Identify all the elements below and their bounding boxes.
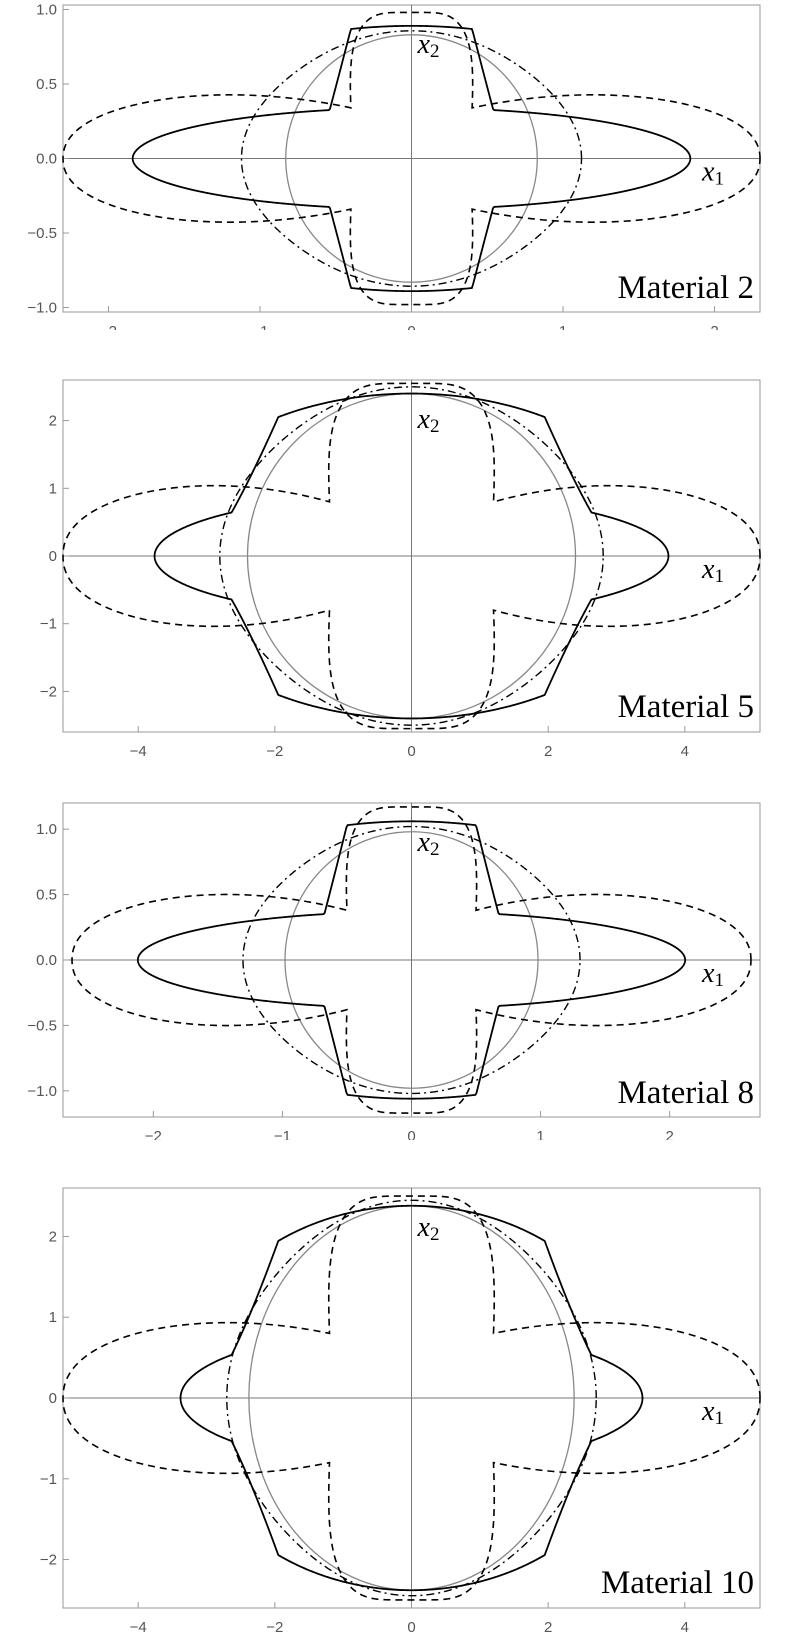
y-tick-label: 0.0: [36, 151, 57, 168]
x-tick-label: 4: [681, 743, 689, 760]
series-dashdot-curve: [226, 1199, 597, 1597]
y-tick-label: 0.5: [36, 887, 57, 904]
chart-panel-material-2: −2 −1 0 1 2 −1.0 −0.5 0.0 0.5 1.0 x1 x2 Material 2: [0, 0, 794, 330]
x-tick-label: 1: [536, 1128, 544, 1140]
x-axis-label-subscript: 1: [714, 566, 724, 587]
x-tick-label: 0: [407, 743, 415, 760]
x-tick-label: 2: [710, 323, 718, 330]
y-tick-label: −1: [40, 616, 57, 633]
chart-svg: −2 −1 0 1 2 −1.0 −0.5 0.0 0.5 1.0 x1 x2 Material 8: [27, 802, 761, 1140]
y-axis-label-subscript: 2: [430, 839, 440, 860]
panel-title: Material 10: [601, 1565, 754, 1601]
y-axis-label-subscript: 2: [430, 1224, 440, 1245]
series-gray-circle: [285, 34, 538, 283]
x-tick-label: −2: [100, 323, 117, 330]
x-axis-label: x1: [701, 958, 724, 991]
y-tick-label: 1.0: [36, 821, 57, 838]
y-tick-label: 1: [49, 1309, 57, 1326]
y-tick-label: −0.5: [27, 1017, 57, 1034]
series-dashdot-curve: [242, 825, 581, 1095]
series-gray-circle: [284, 831, 539, 1089]
series-solid-curve: [131, 24, 692, 293]
series-dashed-curve: [62, 11, 761, 306]
x-tick-label: −2: [266, 743, 283, 760]
x-tick-label: 2: [544, 743, 552, 760]
chart-svg: −4 −2 0 2 4 −2 −1 0 1 2 x1 x2 Material 10: [40, 1187, 761, 1633]
y-tick-label: −2: [40, 1552, 57, 1569]
x-tick-label: −4: [130, 1619, 147, 1633]
y-axis-label-subscript: 2: [430, 416, 440, 437]
panel-title: Material 2: [617, 270, 754, 306]
series-solid-curve: [153, 392, 670, 720]
series-dashdot-curve: [219, 386, 604, 726]
x-axis-label-subscript: 1: [714, 970, 724, 991]
series-dashed-curve: [71, 806, 752, 1114]
series-solid-curve: [136, 820, 687, 1100]
y-axis-label: x2: [417, 827, 440, 860]
x-tick-label: 1: [559, 323, 567, 330]
y-tick-label: −0.5: [27, 225, 57, 242]
series-dashdot-curve: [240, 30, 583, 287]
x-axis-label-subscript: 1: [714, 1408, 724, 1429]
y-axis-label-subscript: 2: [430, 41, 440, 62]
x-tick-label: 2: [665, 1128, 673, 1140]
x-tick-label: −2: [145, 1128, 162, 1140]
y-axis-label: x2: [417, 404, 440, 437]
y-tick-label: 1: [49, 480, 57, 497]
series-dashed-curve: [62, 382, 761, 730]
series-dashed-curve: [62, 1195, 761, 1601]
y-tick-label: −1.0: [27, 1083, 57, 1100]
y-tick-label: 2: [49, 1228, 57, 1245]
chart-svg: −4 −2 0 2 4 −2 −1 0 1 2 x1 x2 Material 5: [40, 379, 761, 760]
y-axis-label: x2: [417, 1212, 440, 1245]
y-tick-label: −1: [40, 1471, 57, 1488]
chart-panel-material-8: −2 −1 0 1 2 −1.0 −0.5 0.0 0.5 1.0 x1 x2 Material 8: [0, 795, 794, 1140]
x-tick-label: −1: [274, 1128, 291, 1140]
y-tick-label: 0.5: [36, 76, 57, 93]
y-tick-label: 0.0: [36, 952, 57, 969]
y-axis-label: x2: [417, 29, 440, 62]
x-tick-label: 4: [681, 1619, 689, 1633]
chart-panel-material-10: −4 −2 0 2 4 −2 −1 0 1 2 x1 x2 Material 10: [0, 1180, 794, 1633]
x-tick-label: 2: [544, 1619, 552, 1633]
x-axis-label: x1: [701, 554, 724, 587]
y-tick-label: −2: [40, 683, 57, 700]
x-tick-label: 0: [407, 323, 415, 330]
series-solid-curve: [179, 1204, 644, 1592]
x-tick-label: 0: [407, 1128, 415, 1140]
x-axis-label: x1: [701, 1396, 724, 1429]
x-tick-label: −4: [130, 743, 147, 760]
y-tick-label: 0: [49, 548, 57, 565]
chart-svg: −2 −1 0 1 2 −1.0 −0.5 0.0 0.5 1.0 x1 x2 Material 2: [27, 1, 761, 330]
panel-title: Material 8: [617, 1075, 754, 1111]
y-tick-label: 1.0: [36, 1, 57, 18]
x-tick-label: −2: [266, 1619, 283, 1633]
panel-title: Material 5: [617, 689, 754, 725]
y-tick-label: −1.0: [27, 300, 57, 317]
x-tick-label: 0: [407, 1619, 415, 1633]
y-tick-label: 0: [49, 1390, 57, 1407]
x-tick-label: −1: [251, 323, 268, 330]
chart-panel-material-5: −4 −2 0 2 4 −2 −1 0 1 2 x1 x2 Material 5: [0, 370, 794, 790]
y-tick-label: 2: [49, 413, 57, 430]
x-axis-label-subscript: 1: [714, 169, 724, 190]
x-axis-label: x1: [701, 157, 724, 190]
